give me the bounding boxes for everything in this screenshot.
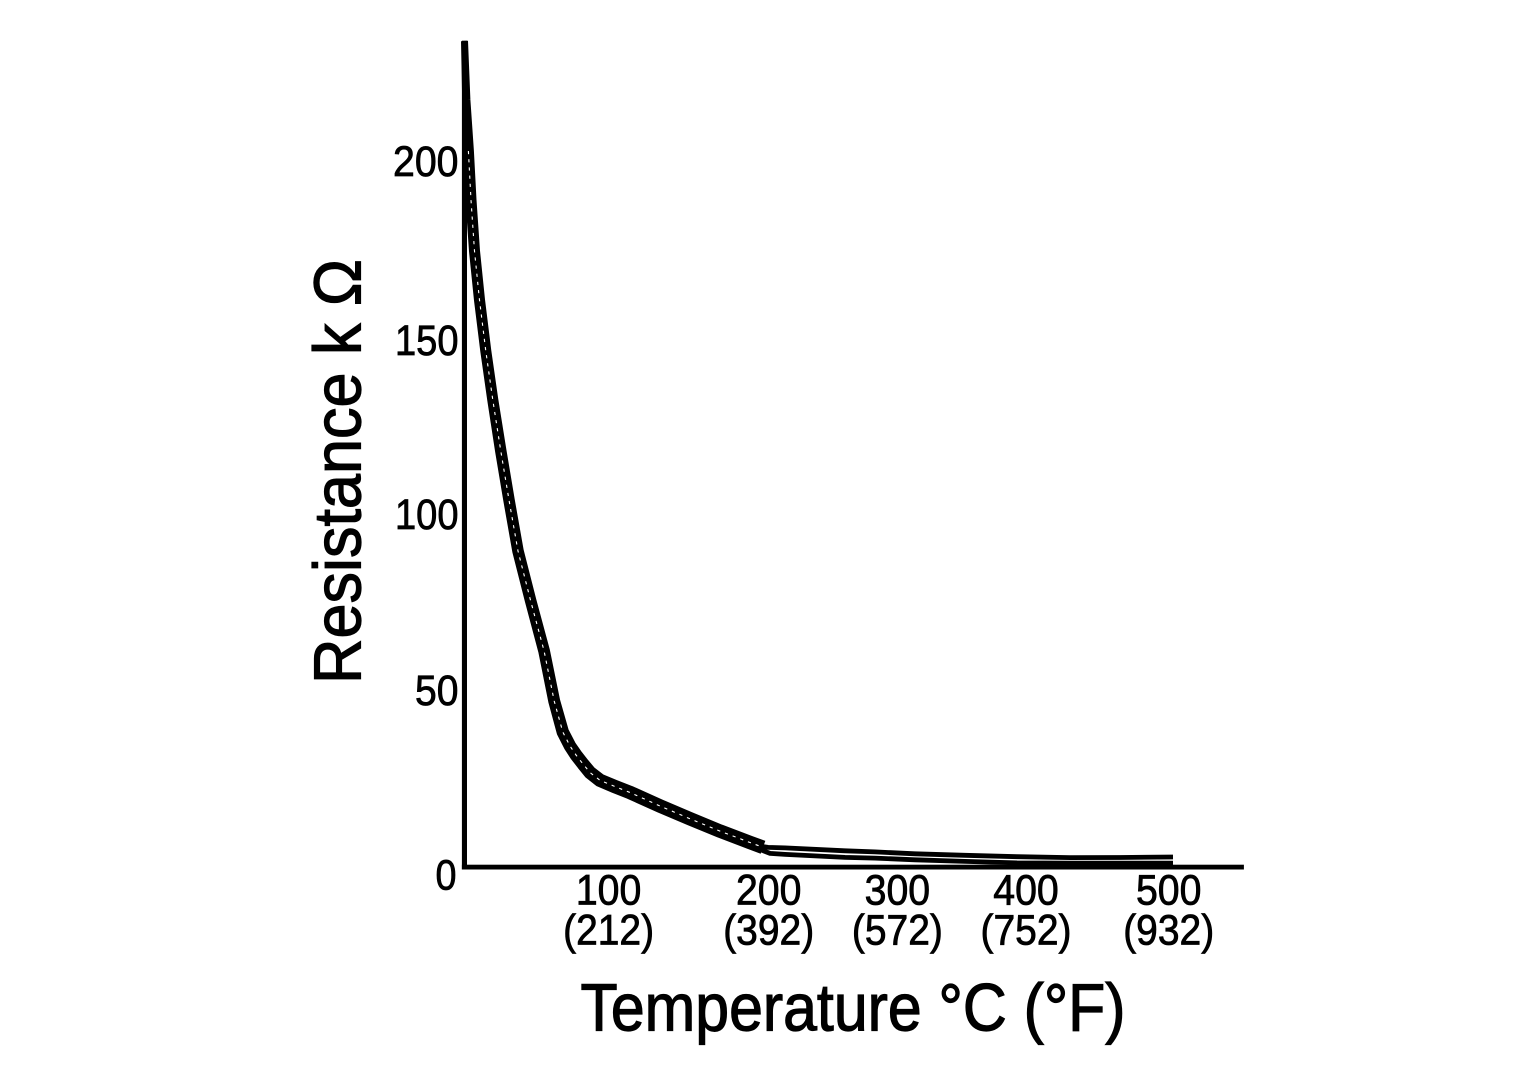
svg-text:200: 200 <box>736 866 802 914</box>
svg-text:(752): (752) <box>981 906 1072 954</box>
svg-text:(392): (392) <box>723 906 814 954</box>
svg-text:Resistance k Ω: Resistance k Ω <box>301 259 376 684</box>
svg-text:300: 300 <box>865 866 931 914</box>
svg-text:200: 200 <box>393 138 459 186</box>
svg-text:50: 50 <box>415 667 459 715</box>
svg-text:400: 400 <box>993 866 1059 914</box>
svg-text:100: 100 <box>576 866 642 914</box>
svg-text:500: 500 <box>1136 866 1202 914</box>
svg-text:(932): (932) <box>1123 906 1214 954</box>
svg-text:(572): (572) <box>852 906 943 954</box>
svg-text:150: 150 <box>395 317 459 365</box>
svg-text:100: 100 <box>395 491 459 539</box>
svg-text:Temperature °C (°F): Temperature °C (°F) <box>581 970 1126 1045</box>
svg-text:(212): (212) <box>563 906 654 954</box>
svg-text:0: 0 <box>436 852 457 900</box>
